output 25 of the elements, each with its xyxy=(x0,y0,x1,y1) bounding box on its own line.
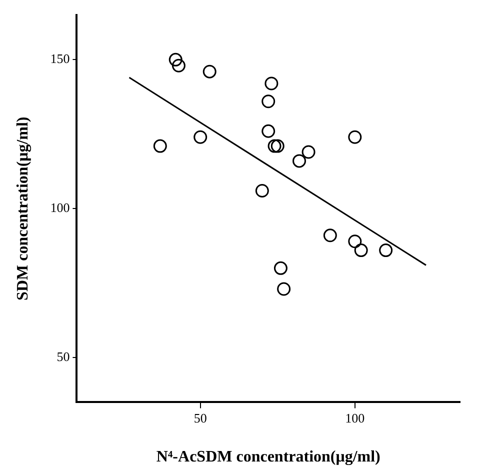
y-tick-label: 50 xyxy=(56,348,70,364)
point xyxy=(348,130,362,144)
point xyxy=(268,139,282,153)
point xyxy=(264,76,278,90)
y-tick-label: 150 xyxy=(50,51,70,66)
point xyxy=(202,64,216,78)
point xyxy=(262,124,276,138)
x-axis-title: N⁴-AcSDM concentration(μg/ml) xyxy=(156,448,380,466)
point xyxy=(270,139,284,153)
point xyxy=(168,52,182,66)
point xyxy=(379,244,393,258)
point xyxy=(274,261,288,275)
point xyxy=(262,94,276,108)
point xyxy=(277,282,291,296)
point xyxy=(172,58,186,72)
point xyxy=(255,184,269,198)
point xyxy=(292,154,306,168)
point xyxy=(354,244,368,258)
point xyxy=(348,234,362,248)
y-axis-title: SDM concentration(μg/ml) xyxy=(14,116,32,300)
point xyxy=(323,228,337,242)
point xyxy=(194,130,208,144)
point xyxy=(302,145,316,159)
point xyxy=(153,139,167,153)
y-tick-label: 100 xyxy=(50,200,70,216)
